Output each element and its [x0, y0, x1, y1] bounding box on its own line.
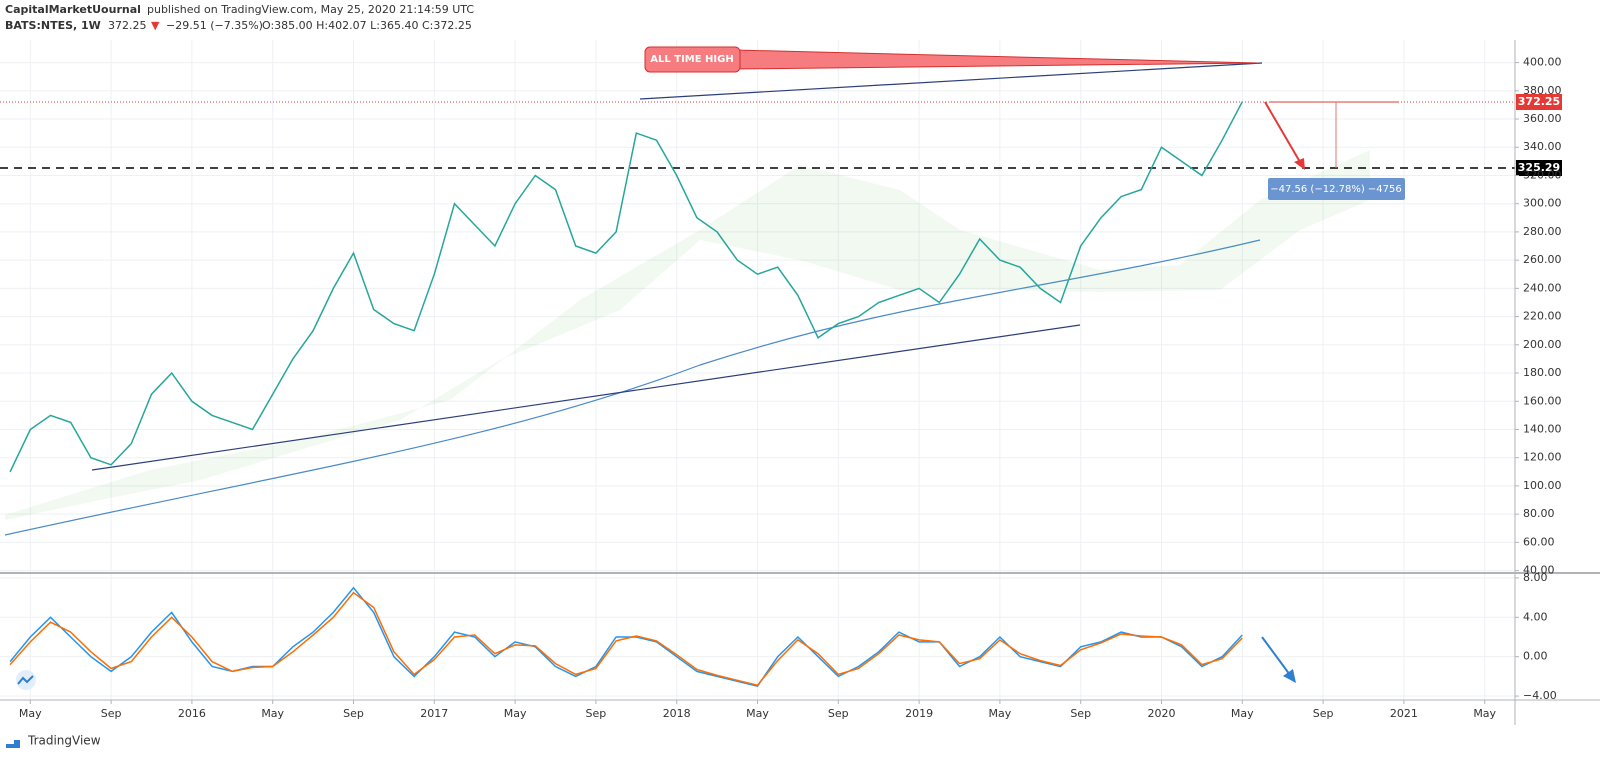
series-line: [9, 586, 1243, 688]
y-tick-label: 200.00: [1523, 338, 1562, 351]
y-tick-label: 100.00: [1523, 479, 1562, 492]
measure-label: −47.56 (−12.78%) −4756: [1270, 184, 1402, 195]
x-tick-label: 2019: [905, 707, 933, 720]
x-tick-label: May: [989, 707, 1012, 720]
series-line: [9, 591, 1243, 687]
y-tick-label: 60.00: [1523, 535, 1555, 548]
y-tick-label: 40.00: [1523, 564, 1555, 577]
forecast-arrow-head: [1294, 158, 1305, 170]
y-tick-label: 240.00: [1523, 281, 1562, 294]
y-tick-label: 160.00: [1523, 394, 1562, 407]
x-tick-label: Sep: [101, 707, 122, 720]
y-tick-label: 280.00: [1523, 225, 1562, 238]
resistance-trendline: [639, 62, 1263, 100]
x-tick-label: May: [1473, 707, 1496, 720]
published: published on TradingView.com, May 25, 20…: [147, 3, 474, 16]
x-tick-label: May: [1231, 707, 1254, 720]
y-tick-label: 220.00: [1523, 310, 1562, 323]
cloud: [5, 150, 1370, 520]
y-tick-label: 360.00: [1523, 112, 1562, 125]
y-tick-label: 340.00: [1523, 140, 1562, 153]
y-tick-label: 180.00: [1523, 366, 1562, 379]
x-tick-label: 2018: [663, 707, 691, 720]
all-time-high: ALL TIME HIGH: [650, 54, 733, 65]
x-tick-label: May: [746, 707, 769, 720]
price-label-box: [1516, 94, 1562, 110]
y-tick-label: 80.00: [1523, 507, 1555, 520]
x-tick-label: 2021: [1390, 707, 1418, 720]
y-tick-label: 140.00: [1523, 422, 1562, 435]
y-tick-label: 320.00: [1523, 168, 1562, 181]
y-tick-label: 380.00: [1523, 84, 1562, 97]
footer-brand: TradingView: [27, 734, 101, 748]
support-trendline: [91, 324, 1081, 471]
forecast-arrow: [1264, 101, 1301, 163]
measure-box: [1268, 178, 1405, 200]
oscillator-arrow: [1261, 636, 1291, 676]
x-tick-label: 2020: [1148, 707, 1176, 720]
x-tick-label: 2017: [420, 707, 448, 720]
y-tick-label: 4.00: [1523, 610, 1548, 623]
level-label-box: [1516, 160, 1562, 176]
x-tick-label: May: [19, 707, 42, 720]
change: −29.51 (−7.35%): [166, 19, 263, 32]
x-tick-label: Sep: [343, 707, 364, 720]
down-arrow: ▼: [151, 19, 160, 32]
y-tick-label: −4.00: [1523, 689, 1557, 702]
x-tick-label: 2016: [178, 707, 206, 720]
x-tick-label: Sep: [1070, 707, 1091, 720]
y-tick-label: 400.00: [1523, 56, 1562, 69]
ohlc: O:385.00 H:402.07 L:365.40 C:372.25: [262, 19, 472, 32]
symbol: BATS:NTES, 1W: [5, 19, 101, 32]
x-tick-label: May: [504, 707, 527, 720]
author: CapitalMarketUournal: [5, 3, 141, 16]
moving-average: [4, 239, 1261, 536]
y-tick-label: 8.00: [1523, 571, 1548, 584]
callout-box: [644, 46, 741, 73]
y-tick-label: 0.00: [1523, 650, 1548, 663]
marks-layer: [9, 101, 1243, 688]
price-label: 372.25: [1518, 95, 1560, 108]
series-line: [9, 101, 1243, 473]
oscillator-arrow-head: [1283, 669, 1296, 683]
x-tick-label: May: [261, 707, 284, 720]
level-label: 325.29: [1518, 161, 1560, 174]
y-tick-label: 300.00: [1523, 197, 1562, 210]
footer-logo: [6, 740, 20, 748]
last-price: 372.25: [108, 19, 147, 32]
y-tick-label: 260.00: [1523, 253, 1562, 266]
x-tick-label: Sep: [1313, 707, 1334, 720]
x-tick-label: Sep: [828, 707, 849, 720]
logo-mark: [17, 675, 34, 685]
x-tick-label: Sep: [586, 707, 607, 720]
y-tick-label: 120.00: [1523, 451, 1562, 464]
